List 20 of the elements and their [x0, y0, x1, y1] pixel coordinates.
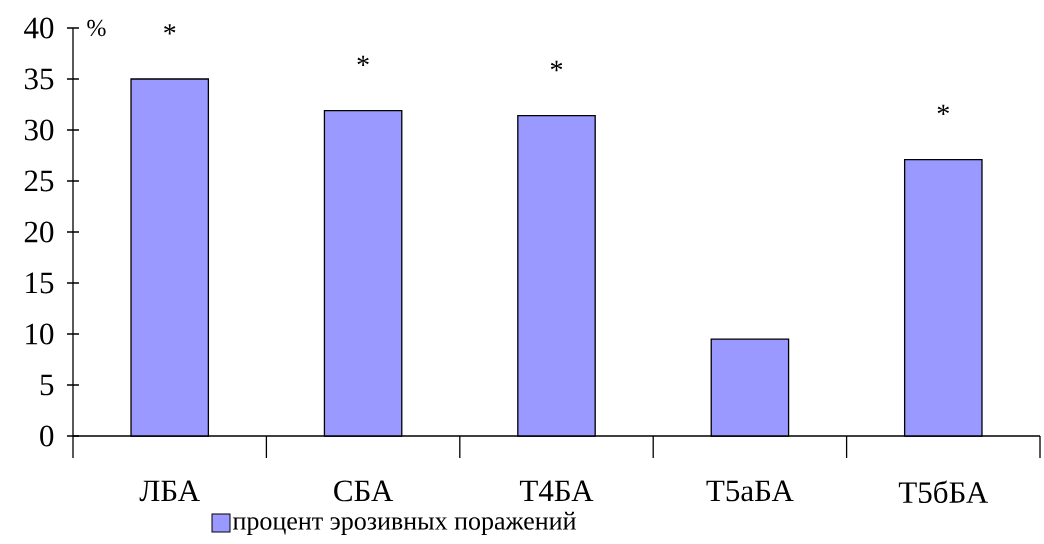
y-tick-label: 0	[40, 425, 54, 447]
x-tick-label: Т4БА	[519, 480, 594, 501]
y-tick-label: 20	[24, 221, 54, 243]
annotation: *	[357, 55, 369, 67]
y-tick-label: 35	[24, 68, 54, 90]
legend-label: процент эрозивных поражений	[232, 511, 576, 536]
annotation: *	[164, 24, 176, 35]
y-tick-label: 30	[24, 119, 54, 141]
y-tick-label: 15	[26, 272, 54, 294]
y-tick-label: 40	[24, 17, 54, 39]
x-tick-label: Т5аБА	[706, 480, 794, 502]
y-axis-title: %	[87, 19, 106, 37]
x-tick-label: ЛБА	[139, 480, 200, 502]
y-tick-label: 10	[26, 323, 54, 345]
x-tick-label: Т5бБА	[898, 480, 989, 504]
y-tick-label: 25	[24, 170, 54, 192]
x-tick-label: СБА	[334, 480, 394, 502]
annotation: *	[937, 104, 949, 115]
annotation: *	[550, 60, 563, 72]
y-tick-label: 5	[40, 374, 54, 396]
